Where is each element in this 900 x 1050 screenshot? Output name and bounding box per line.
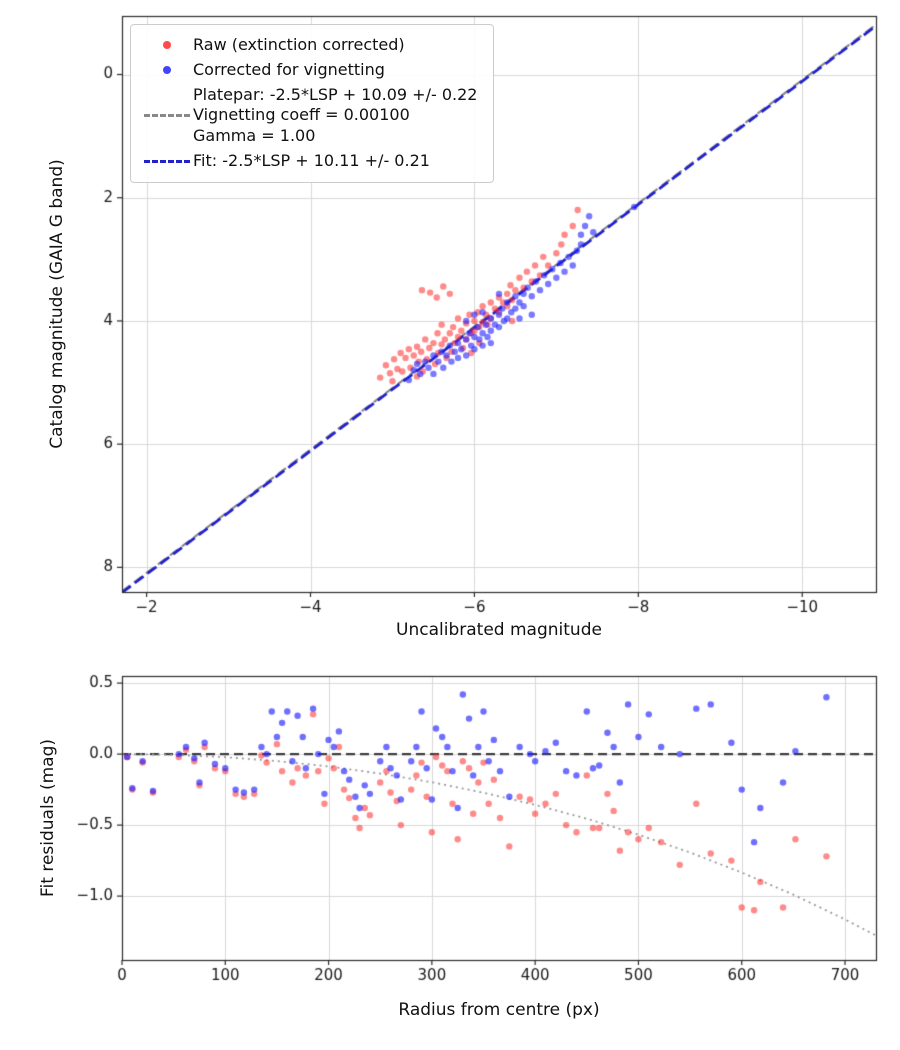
legend-entry-fit: Fit: -2.5*LSP + 10.11 +/- 0.21 — [141, 149, 477, 174]
legend-corrected-label: Corrected for vignetting — [193, 59, 385, 79]
raw-scatter-marker-icon — [163, 41, 171, 50]
legend-entry-raw: Raw (extinction corrected) — [141, 33, 477, 58]
legend-fit-label: Fit: -2.5*LSP + 10.11 +/- 0.21 — [193, 150, 430, 170]
legend-entry-platepar: Platepar: -2.5*LSP + 10.09 +/- 0.22 Vign… — [141, 83, 477, 149]
corrected-scatter-marker-icon — [163, 66, 171, 75]
bottom-x-axis-label: Radius from centre (px) — [398, 1000, 600, 1020]
legend-raw-label: Raw (extinction corrected) — [193, 35, 405, 54]
top-x-axis-label: Uncalibrated magnitude — [396, 620, 602, 640]
legend-platepar-line2: Vignetting coeff = 0.00100 — [193, 105, 410, 125]
legend-entry-corrected: Corrected for vignetting — [141, 58, 477, 83]
platepar-dashed-line-icon — [144, 114, 190, 118]
fit-dashed-line-icon — [144, 159, 190, 163]
legend-platepar-line1: Platepar: -2.5*LSP + 10.09 +/- 0.22 — [193, 84, 478, 104]
legend: Raw (extinction corrected) Corrected for… — [130, 24, 495, 183]
top-y-axis-label: Catalog magnitude (GAIA G band) — [47, 159, 67, 449]
bottom-y-axis-label: Fit residuals (mag) — [38, 739, 58, 897]
legend-platepar-line3: Gamma = 1.00 — [193, 126, 316, 146]
